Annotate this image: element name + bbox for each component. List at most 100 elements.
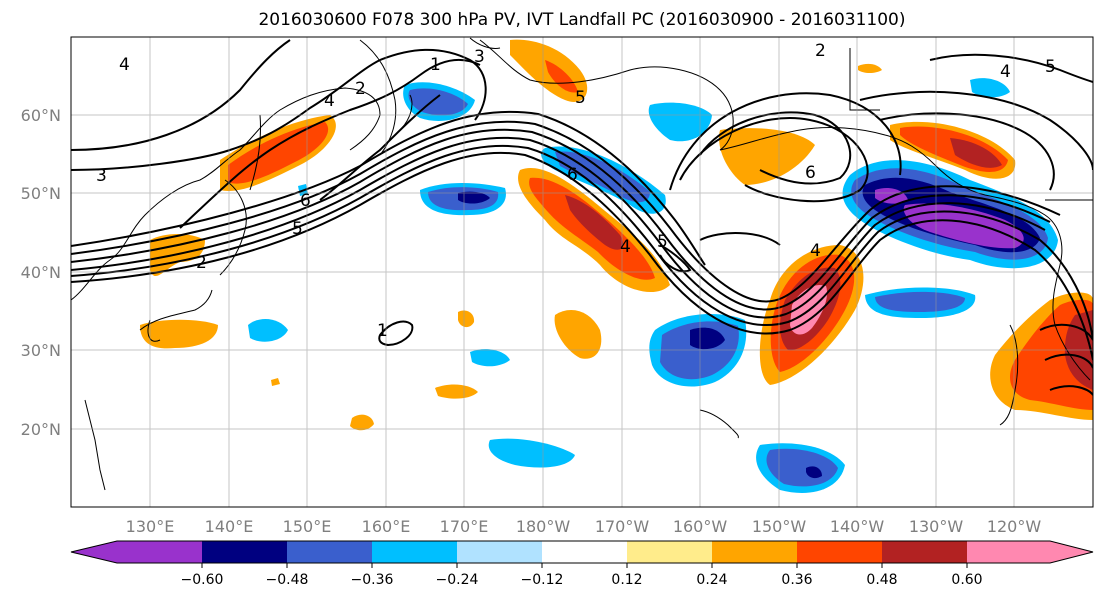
coastline [399,94,413,131]
colorbar: −0.60 −0.48 −0.36 −0.24 −0.12 0.12 0.24 … [70,540,1094,588]
contour-line [659,244,692,273]
contour-line [859,90,1093,171]
colorbar-segment [797,541,882,563]
shade-patch [719,128,815,185]
contour-label: 1 [377,321,388,341]
contour-line [879,112,1055,191]
coastline [359,39,397,156]
shade-patch [875,291,965,312]
contour-label: 3 [96,166,107,186]
contour-line [669,92,902,191]
coastline [469,37,501,49]
contour-line [71,144,1093,341]
lon-label: 150°W [752,517,807,536]
colorbar-segment [967,541,1093,563]
lon-label: 140°W [830,517,885,536]
shade-patch [858,63,882,73]
contour-line [1039,323,1093,341]
contour-label: 6 [300,191,311,211]
contour-line [929,53,1093,83]
contour-line [71,136,1046,319]
lon-label: 170°W [595,517,650,536]
coastline [71,87,381,301]
longitude-labels: 130°E 140°E 150°E 160°E 170°E 180°W 170°… [126,517,1042,536]
lon-label: 150°E [283,517,332,536]
gridlines [71,37,1093,507]
contour-line [71,151,1093,361]
colorbar-segment [627,541,712,563]
contour-label: 6 [567,165,578,185]
colorbar-segment [542,541,627,563]
colorbar-ticks [201,563,968,568]
coastline [999,324,1019,426]
shade-patch [806,466,822,479]
shade-patch [140,319,218,349]
contour-label: 5 [1045,57,1056,77]
contour-line [71,120,1061,303]
shade-patch [435,384,478,399]
contour-line [699,111,852,185]
latitude-labels: 60°N 50°N 40°N 30°N 20°N [21,106,61,439]
shade-patch [554,310,602,359]
contour-label: 4 [620,237,631,257]
coastline [249,114,261,191]
contour-line [319,94,441,201]
shade-patch [545,60,578,93]
lon-label: 170°E [440,517,489,536]
map-title: 2016030600 F078 300 hPa PV, IVT Landfall… [258,10,905,30]
shade-patch [690,327,725,350]
colorbar-label: 0.24 [696,572,727,588]
shade-patch [648,102,712,142]
shade-patch [470,349,510,367]
contour-label: 2 [196,253,207,273]
coastline [849,48,880,111]
lon-label: 180°W [516,517,571,536]
coastline [147,319,161,342]
contour-line [679,117,869,203]
coastline [719,127,1091,381]
lat-label: 50°N [21,184,61,203]
colorbar-label: −0.60 [181,572,224,588]
colorbar-segment [71,541,202,563]
lon-label: 130°E [126,517,175,536]
colorbar-segment [712,541,797,563]
shade-patch [903,203,1024,249]
contour-label: 1 [430,55,441,75]
colorbar-label: −0.48 [266,572,309,588]
lon-label: 160°W [673,517,728,536]
colorbar-label: 0.36 [781,572,812,588]
lon-label: 140°E [205,517,254,536]
lon-label: 160°E [362,517,411,536]
colorbar-segment [457,541,542,563]
contour-line [179,58,481,229]
shade-patch [350,414,374,431]
coastline [479,39,734,151]
colorbar-label: 0.48 [866,572,897,588]
contour-line [1049,385,1093,396]
contour-label: 4 [810,241,821,261]
colorbar-segment [202,541,287,563]
shade-patch [565,195,624,250]
shade-patch [766,448,838,487]
colorbar-label: 0.60 [951,572,982,588]
colorbar-label: 0.12 [611,572,642,588]
contour-label: 6 [805,163,816,183]
lon-label: 130°W [909,517,964,536]
contour-line [71,110,706,266]
contour-line [1044,353,1093,369]
contour-label: 4 [119,55,130,75]
lon-label: 120°W [987,517,1042,536]
contour-label: 5 [575,88,586,108]
pv-contours [71,39,1093,396]
contour-line [71,48,487,171]
lat-label: 40°N [21,263,61,282]
shade-patch [458,191,490,204]
colorbar-label: −0.24 [436,572,479,588]
shade-patch [970,78,1010,98]
colorbar-segment [372,541,457,563]
shade-patch [950,138,1002,168]
colorbar-label: −0.36 [351,572,394,588]
colorbar-label: −0.12 [521,572,564,588]
contour-labels: 4 3 2 1 6 5 4 3 2 6 5 4 2 1 6 5 4 5 4 [96,41,1056,341]
coastline [699,409,739,439]
